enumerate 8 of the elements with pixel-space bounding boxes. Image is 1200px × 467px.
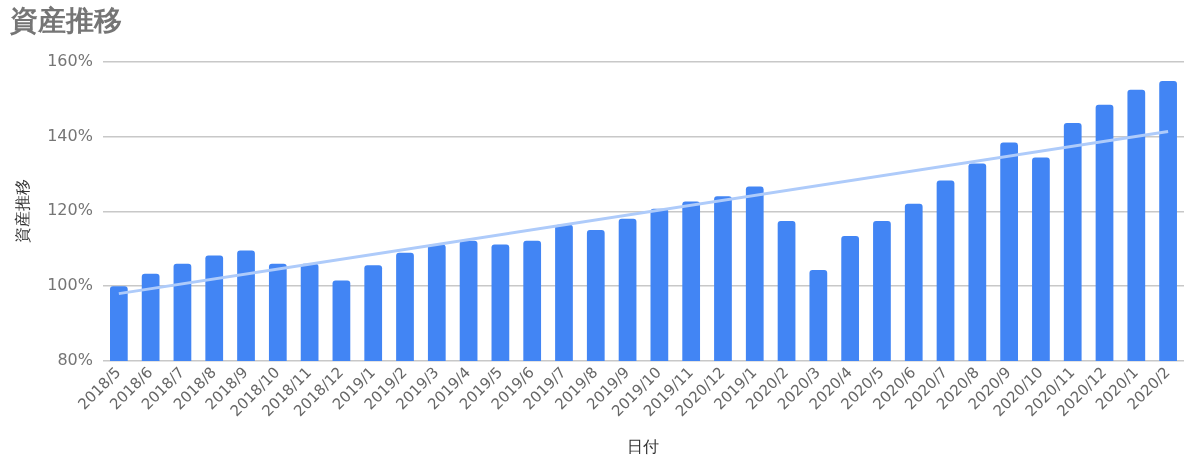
y-tick-label: 120%	[47, 200, 93, 220]
y-tick-label: 80%	[57, 350, 93, 370]
y-tick-label: 140%	[47, 125, 93, 145]
y-tick-label: 160%	[47, 50, 93, 70]
y-axis-title: 資産推移	[12, 179, 32, 244]
x-axis-title: 日付	[627, 436, 660, 456]
chart-title: 資産推移	[9, 4, 122, 38]
y-tick-label: 100%	[47, 275, 93, 295]
